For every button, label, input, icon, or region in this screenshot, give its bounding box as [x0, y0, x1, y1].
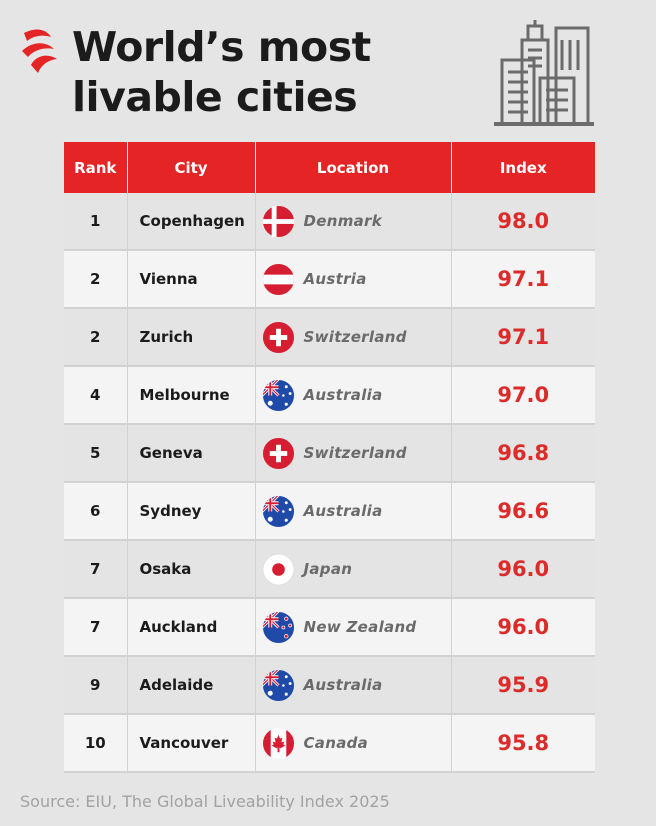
index-cell: 97.0 [451, 366, 595, 425]
australia-flag-icon [262, 379, 294, 411]
index-cell: 96.8 [451, 424, 595, 483]
table-row: 7 Auckland [64, 598, 595, 657]
location-cell: Japan [255, 540, 452, 599]
rank-cell: 7 [64, 598, 128, 657]
index-cell: 97.1 [451, 308, 595, 367]
australia-flag-icon [262, 669, 294, 701]
title-line-1: World’s most [72, 23, 371, 71]
location-cell: Austria [255, 250, 452, 309]
city-cell: Copenhagen [127, 193, 256, 251]
page-title: World’s most livable cities [72, 22, 371, 122]
country-name: Switzerland [303, 328, 407, 346]
city-buildings-icon [494, 20, 594, 126]
austria-flag-icon [262, 263, 294, 295]
rank-cell: 2 [64, 250, 128, 309]
country-name: Australia [303, 386, 383, 404]
table-row: 7 Osaka Japan 96.0 [64, 540, 595, 599]
location-cell: Australia [255, 656, 452, 715]
livable-cities-table: Rank City Location Index 1 Copenhagen De… [64, 142, 595, 773]
rank-cell: 4 [64, 366, 128, 425]
switzerland-flag-icon [262, 437, 294, 469]
country-name: Australia [303, 502, 383, 520]
table-row: 6 Sydney [64, 482, 595, 541]
city-cell: Zurich [127, 308, 256, 367]
index-cell: 97.1 [451, 250, 595, 309]
location-cell: Australia [255, 366, 452, 425]
table-row: 2 Zurich Switzerland 97.1 [64, 308, 595, 367]
japan-flag-icon [262, 553, 294, 585]
column-header-rank: Rank [64, 142, 128, 193]
rank-cell: 9 [64, 656, 128, 715]
title-line-2: livable cities [72, 73, 358, 121]
rank-cell: 6 [64, 482, 128, 541]
table-header-row: Rank City Location Index [64, 142, 595, 193]
index-cell: 96.6 [451, 482, 595, 541]
location-cell: Denmark [255, 193, 452, 251]
source-note: Source: EIU, The Global Liveability Inde… [20, 792, 390, 811]
column-header-location: Location [255, 142, 452, 193]
rank-cell: 2 [64, 308, 128, 367]
rank-cell: 1 [64, 193, 128, 251]
index-cell: 96.0 [451, 598, 595, 657]
city-cell: Vienna [127, 250, 256, 309]
country-name: Switzerland [303, 444, 407, 462]
location-cell: Canada [255, 714, 452, 773]
index-cell: 95.8 [451, 714, 595, 773]
location-cell: New Zealand [255, 598, 452, 657]
index-cell: 95.9 [451, 656, 595, 715]
table-row: 9 Adelaide [64, 656, 595, 715]
index-cell: 96.0 [451, 540, 595, 599]
new-zealand-flag-icon [262, 611, 294, 643]
table-row: 5 Geneva Switzerland 96.8 [64, 424, 595, 483]
table-row: 4 Melbourne [64, 366, 595, 425]
city-cell: Vancouver [127, 714, 256, 773]
index-cell: 98.0 [451, 193, 595, 251]
city-cell: Adelaide [127, 656, 256, 715]
switzerland-flag-icon [262, 321, 294, 353]
rank-cell: 7 [64, 540, 128, 599]
country-name: New Zealand [303, 618, 417, 636]
location-cell: Switzerland [255, 424, 452, 483]
country-name: Canada [303, 734, 369, 752]
country-name: Australia [303, 676, 383, 694]
rank-cell: 10 [64, 714, 128, 773]
city-cell: Geneva [127, 424, 256, 483]
country-name: Denmark [303, 212, 383, 230]
table-row: 2 Vienna Austria 97.1 [64, 250, 595, 309]
australia-flag-icon [262, 495, 294, 527]
country-name: Austria [303, 270, 367, 288]
table-row: 10 Vancouver Canada 95.8 [64, 714, 595, 773]
canada-flag-icon [262, 727, 294, 759]
brand-logo-icon [22, 29, 57, 73]
city-cell: Auckland [127, 598, 256, 657]
column-header-city: City [127, 142, 256, 193]
city-cell: Melbourne [127, 366, 256, 425]
table-row: 1 Copenhagen Denmark 98.0 [64, 193, 595, 251]
rank-cell: 5 [64, 424, 128, 483]
location-cell: Switzerland [255, 308, 452, 367]
column-header-index: Index [451, 142, 595, 193]
denmark-flag-icon [262, 205, 294, 237]
city-cell: Osaka [127, 540, 256, 599]
location-cell: Australia [255, 482, 452, 541]
city-cell: Sydney [127, 482, 256, 541]
country-name: Japan [303, 560, 353, 578]
